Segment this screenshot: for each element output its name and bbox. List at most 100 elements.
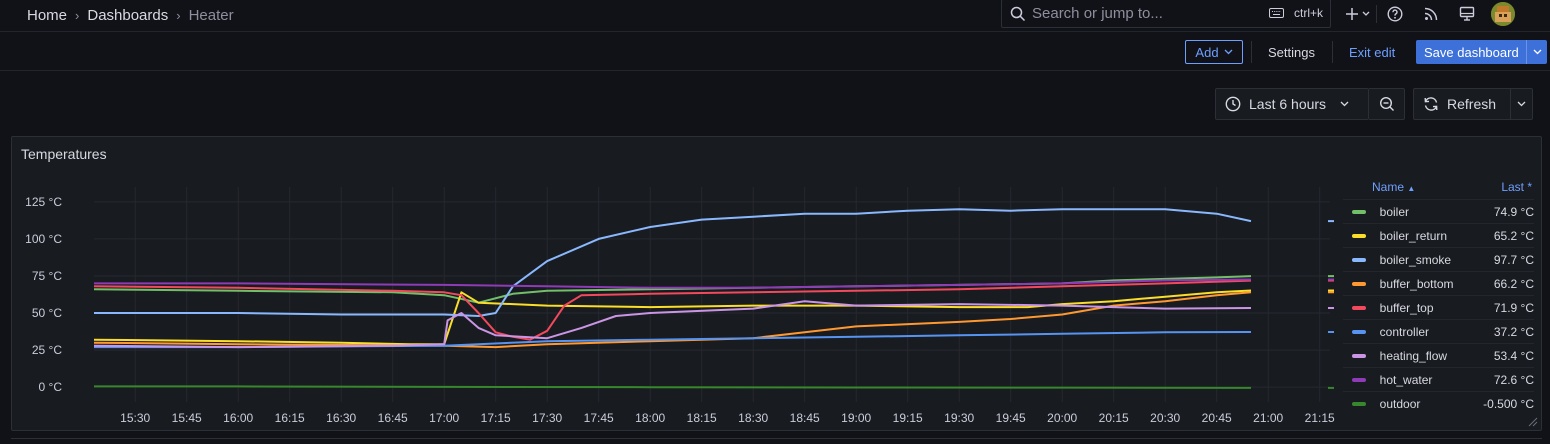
legend-item-hot_water[interactable]: hot_water 72.6 °C — [1343, 367, 1534, 391]
y-tick-label: 75 °C — [32, 269, 62, 283]
legend-series-name: hot_water — [1379, 372, 1433, 387]
top-icons — [1340, 0, 1515, 28]
y-tick-label: 100 °C — [25, 232, 62, 246]
refresh-interval-button[interactable] — [1511, 88, 1533, 120]
legend-last-value: 72.6 °C — [1493, 372, 1534, 387]
resize-handle-icon[interactable] — [1528, 417, 1538, 427]
legend-series-name: boiler_return — [1379, 228, 1448, 243]
x-tick-label: 17:00 — [429, 411, 459, 425]
series-line-outdoor — [94, 385, 1252, 389]
search-icon — [1010, 6, 1026, 21]
x-tick-label: 19:45 — [996, 411, 1026, 425]
legend-item-heating_flow[interactable]: heating_flow 53.4 °C — [1343, 343, 1534, 367]
x-tick-label: 16:30 — [326, 411, 356, 425]
exit-edit-button[interactable]: Exit edit — [1349, 44, 1396, 60]
add-label: Add — [1195, 44, 1219, 60]
time-range-label: Last 6 hours — [1249, 96, 1327, 112]
legend-item-controller[interactable]: controller 37.2 °C — [1343, 319, 1534, 343]
clock-icon — [1225, 96, 1241, 112]
x-tick-label: 17:15 — [481, 411, 511, 425]
legend-swatch — [1352, 329, 1366, 334]
save-dashboard-button[interactable]: Save dashboard — [1416, 40, 1547, 64]
help-icon — [1387, 6, 1403, 22]
refresh-button[interactable]: Refresh — [1413, 88, 1511, 120]
monitor-icon — [1459, 6, 1475, 21]
search-placeholder: Search or jump to... — [1032, 5, 1163, 22]
x-tick-label: 20:45 — [1202, 411, 1232, 425]
kiosk-button[interactable] — [1449, 0, 1485, 28]
avatar-image — [1491, 2, 1515, 26]
y-tick-label: 125 °C — [25, 195, 62, 209]
x-tick-label: 20:15 — [1099, 411, 1129, 425]
x-tick-label: 18:45 — [790, 411, 820, 425]
chevron-down-icon — [1340, 101, 1349, 107]
x-tick-label: 20:30 — [1150, 411, 1180, 425]
help-button[interactable] — [1377, 0, 1413, 28]
rss-icon — [1424, 7, 1438, 21]
legend-item-outdoor[interactable]: outdoor -0.500 °C — [1343, 391, 1534, 415]
legend-last-value: -0.500 °C — [1483, 396, 1534, 411]
legend-swatch — [1352, 401, 1366, 406]
legend-item-boiler_smoke[interactable]: boiler_smoke 97.7 °C — [1343, 247, 1534, 271]
legend-header-last[interactable]: Last * — [1501, 180, 1532, 194]
series-line-boiler_smoke — [94, 208, 1252, 317]
legend-header-name[interactable]: Name ▲ — [1343, 180, 1448, 194]
breadcrumb-home[interactable]: Home — [27, 7, 68, 24]
legend-swatch — [1352, 257, 1366, 262]
legend-swatch — [1352, 377, 1366, 382]
temperatures-panel[interactable]: Temperatures 125 °C 100 °C 75 °C 50 °C 25 °C… — [11, 136, 1542, 431]
save-options-button[interactable] — [1526, 40, 1547, 64]
time-series-chart[interactable]: 125 °C 100 °C 75 °C 50 °C 25 °C 0 °C 15:30 15:4… — [12, 137, 1342, 430]
legend-series-name: heating_flow — [1379, 348, 1448, 363]
x-tick-label: 15:30 — [120, 411, 150, 425]
plus-icon — [1346, 8, 1370, 20]
chevron-right-icon: › — [176, 8, 181, 23]
x-tick-label: 16:15 — [275, 411, 305, 425]
legend-swatch — [1352, 209, 1366, 214]
legend-swatch — [1352, 353, 1366, 358]
legend-header: Name ▲ Last * — [1343, 175, 1534, 199]
legend-series-name: outdoor — [1379, 396, 1421, 411]
zoom-out-button[interactable] — [1369, 88, 1405, 120]
chevron-down-icon — [1533, 49, 1541, 55]
x-tick-label: 20:00 — [1047, 411, 1077, 425]
search-input[interactable]: Search or jump to... ctrl+k — [1001, 0, 1331, 28]
time-range-picker[interactable]: Last 6 hours — [1215, 88, 1369, 120]
legend-item-boiler_return[interactable]: boiler_return 65.2 °C — [1343, 223, 1534, 247]
x-tick-label: 19:30 — [944, 411, 974, 425]
legend-series-name: buffer_top — [1379, 300, 1434, 315]
add-button[interactable]: Add — [1185, 40, 1243, 64]
news-button[interactable] — [1413, 0, 1449, 28]
chevron-right-icon: › — [75, 8, 80, 23]
avatar[interactable] — [1491, 2, 1515, 26]
legend-last-value: 53.4 °C — [1493, 348, 1534, 363]
divider — [1332, 41, 1333, 63]
save-dashboard-label: Save dashboard — [1424, 44, 1519, 60]
legend-item-buffer_bottom[interactable]: buffer_bottom 66.2 °C — [1343, 271, 1534, 295]
x-tick-label: 21:15 — [1305, 411, 1335, 425]
legend-series-name: boiler — [1379, 204, 1410, 219]
x-tick-label: 18:15 — [687, 411, 717, 425]
legend-last-value: 65.2 °C — [1493, 228, 1534, 243]
breadcrumb: Home › Dashboards › Heater — [0, 7, 234, 24]
new-menu-button[interactable] — [1340, 0, 1376, 28]
x-tick-label: 17:30 — [532, 411, 562, 425]
legend-last-value: 97.7 °C — [1493, 252, 1534, 267]
legend-swatch — [1352, 233, 1366, 238]
legend-item-buffer_top[interactable]: buffer_top 71.9 °C — [1343, 295, 1534, 319]
chevron-down-icon — [1224, 49, 1233, 55]
series-line-hot_water — [94, 278, 1252, 289]
sort-ascending-icon: ▲ — [1407, 184, 1416, 193]
legend-item-boiler[interactable]: boiler 74.9 °C — [1343, 199, 1534, 223]
panel-title[interactable]: Temperatures — [21, 146, 107, 162]
search-shortcut: ctrl+k — [1268, 6, 1323, 20]
refresh-label: Refresh — [1447, 96, 1497, 112]
legend-swatch — [1352, 281, 1366, 286]
shortcut-label: ctrl+k — [1293, 6, 1323, 20]
settings-button[interactable]: Settings — [1268, 44, 1315, 60]
breadcrumb-dashboards[interactable]: Dashboards — [87, 7, 169, 24]
divider — [1251, 41, 1252, 63]
series-line-boiler_return — [93, 289, 1252, 346]
legend-last-value: 71.9 °C — [1493, 300, 1534, 315]
legend-last-value: 66.2 °C — [1493, 276, 1534, 291]
